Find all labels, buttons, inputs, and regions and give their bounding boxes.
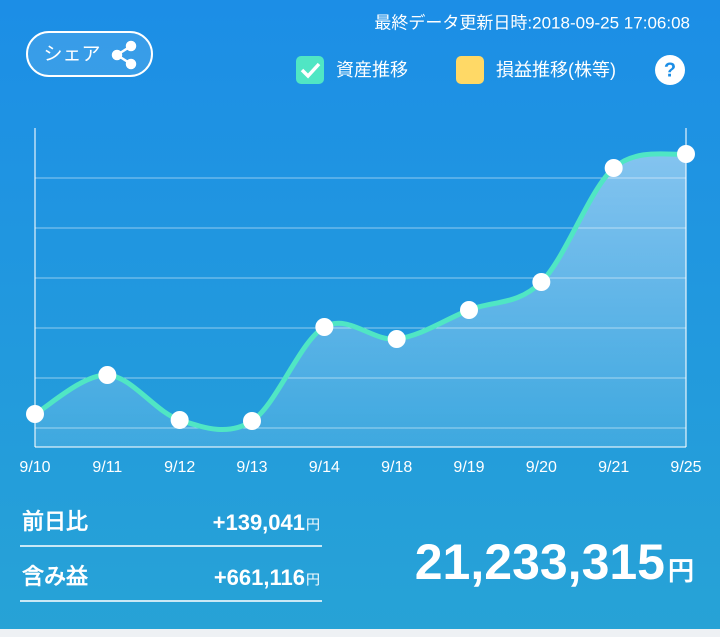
x-tick-label: 9/19 (453, 459, 484, 476)
help-circle[interactable] (655, 55, 685, 85)
plot: 9/10 9/11 9/12 9/13 9/14 9/18 9/19 9/20 9/21 9/25 (19, 128, 702, 476)
x-tick-label: 9/20 (526, 459, 557, 476)
x-tick-label: 9/10 (19, 459, 50, 476)
x-tick-label: 9/14 (309, 459, 340, 476)
point (677, 145, 695, 163)
point (98, 366, 117, 384)
share-label[interactable]: シェア (43, 44, 100, 65)
x-tick-label: 9/25 (670, 459, 701, 476)
help-icon[interactable]: ? (664, 59, 676, 81)
line (33, 151, 687, 432)
x-tick-label: 9/13 (236, 459, 267, 476)
point (604, 159, 623, 177)
summary-unit: 円 (306, 572, 320, 588)
point (26, 405, 44, 423)
update-time: 最終データ更新日時:2018-09-25 17:06:08 (374, 12, 690, 32)
legend-checkbox[interactable] (456, 56, 484, 84)
x-tick-label: 9/12 (164, 459, 195, 476)
summary-value: +661,116 (214, 565, 305, 590)
share-button-frame[interactable] (26, 31, 153, 77)
point (315, 318, 334, 336)
x-tick-label: 9/21 (598, 459, 629, 476)
legend-checkbox[interactable] (296, 56, 324, 84)
summary-unit: 円 (306, 517, 320, 533)
legend-label[interactable]: 資産推移 (336, 60, 408, 80)
check-mark (300, 62, 321, 79)
share-button[interactable]: シェア (26, 31, 153, 77)
share-icon[interactable] (111, 40, 137, 70)
point (243, 412, 261, 430)
help-button[interactable]: ? (655, 55, 685, 85)
point (532, 273, 551, 291)
legend: 資産推移 損益推移(株等) ? (296, 55, 685, 85)
area (35, 153, 686, 447)
legend-profit[interactable]: 損益推移(株等) (456, 56, 616, 84)
summary-value: +139,041 (213, 510, 305, 535)
total-value: 21,233,315 (415, 534, 665, 590)
legend-label[interactable]: 損益推移(株等) (496, 60, 616, 80)
summary-label: 前日比 (22, 509, 88, 534)
summary: 前日比 +139,041 円 含み益 +661,116 円 21,233,315… (20, 509, 694, 602)
point (170, 411, 189, 429)
summary-label: 含み益 (22, 564, 89, 589)
x-tick-label: 9/11 (92, 459, 122, 476)
bottom-strip (0, 629, 720, 637)
legend-asset[interactable]: 資産推移 (296, 56, 408, 84)
x-tick-label: 9/18 (381, 459, 412, 476)
total-unit: 円 (668, 556, 694, 586)
point (387, 330, 406, 348)
point (460, 301, 478, 319)
